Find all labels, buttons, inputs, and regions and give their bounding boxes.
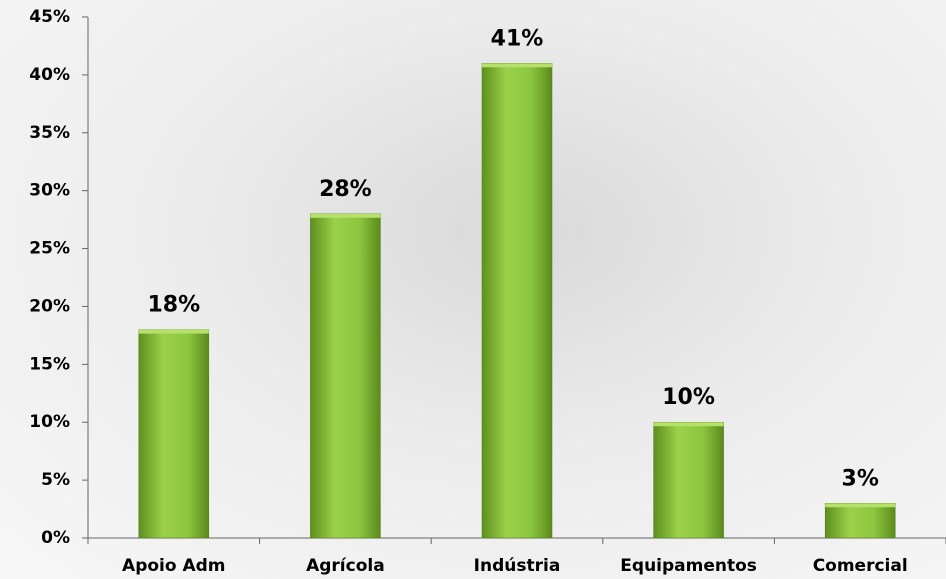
x-tick-label: Agrícola — [306, 556, 385, 576]
y-tick-label: 10% — [29, 412, 70, 432]
x-tick-label: Equipamentos — [620, 556, 757, 576]
x-tick-label: Comercial — [813, 556, 908, 576]
y-tick-label: 15% — [29, 354, 70, 374]
x-tick-label: Indústria — [474, 556, 561, 576]
bar-top — [138, 329, 209, 334]
y-tick-label: 30% — [29, 181, 70, 201]
bar-top — [825, 503, 896, 508]
value-label: 10% — [662, 385, 715, 410]
bar — [481, 63, 553, 539]
x-tick-label: Apoio Adm — [122, 556, 225, 576]
y-tick-label: 5% — [41, 470, 70, 490]
y-tick-label: 20% — [29, 296, 70, 316]
y-tick-label: 25% — [29, 239, 70, 259]
bar — [138, 329, 210, 539]
bar — [653, 421, 724, 539]
value-label: 3% — [842, 466, 879, 491]
y-tick-label: 0% — [41, 528, 70, 548]
value-label: 28% — [319, 177, 372, 202]
bar-top — [653, 422, 724, 427]
bar-top — [310, 213, 381, 218]
value-label: 18% — [147, 293, 200, 318]
value-label: 41% — [491, 26, 544, 51]
y-tick-label: 35% — [29, 123, 70, 143]
bar — [310, 213, 381, 539]
y-tick-label: 40% — [29, 65, 70, 85]
bar-top — [482, 63, 552, 68]
bar — [824, 503, 896, 539]
y-tick-label: 45% — [29, 7, 70, 27]
